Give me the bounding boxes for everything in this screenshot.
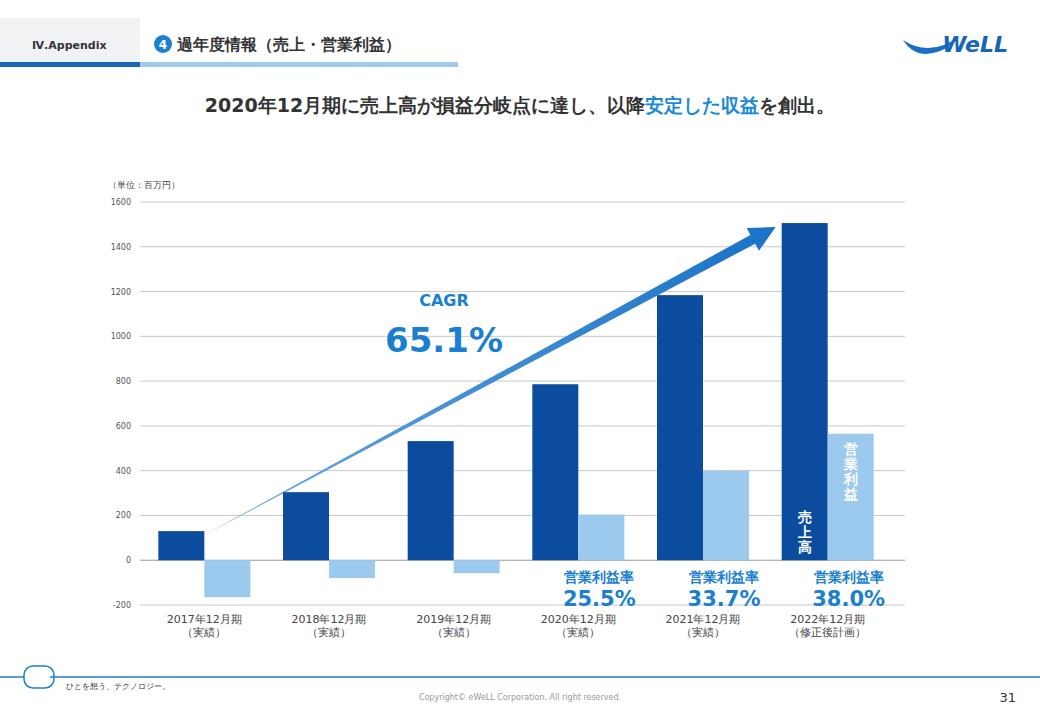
y-tick-label: 600 [116, 422, 131, 431]
bar [703, 471, 749, 561]
x-tick-line: （実績） [556, 626, 600, 639]
x-tick-line: 2019年12月期 [416, 613, 491, 626]
footer-copyright: Copyright© eWeLL Corporation. All right … [419, 693, 621, 702]
x-tick-label: 2022年12月期（修正後計画） [789, 613, 866, 639]
bar [657, 295, 703, 560]
footer-tagline: ひとを想う、テクノロジー。 [66, 682, 170, 691]
y-tick-label: -200 [113, 601, 131, 610]
headline-highlight: 安定した収益 [645, 94, 759, 116]
footer-icon [24, 666, 54, 688]
x-tick-line: （実績） [681, 626, 725, 639]
section-badge [154, 35, 172, 53]
x-tick-line: 2022年12月期 [790, 613, 865, 626]
section-label: Ⅳ.Appendix [32, 39, 107, 52]
bar [532, 384, 578, 560]
bar [454, 560, 500, 573]
grid [140, 202, 905, 605]
series-label-char: 上 [797, 524, 812, 540]
bar [329, 560, 375, 578]
margin-value: 33.7% [688, 587, 761, 611]
headline-text: を創出。 [759, 94, 835, 116]
section-title: 過年度情報（売上・営業利益） [176, 35, 401, 54]
series-label: 売上高 [797, 509, 812, 555]
x-tick-label: 2017年12月期（実績） [167, 613, 242, 639]
bar [578, 515, 624, 561]
unit-label: （単位：百万円） [108, 180, 180, 190]
series-label: 営業利益 [843, 441, 858, 502]
y-tick-label: 800 [116, 377, 131, 386]
x-tick-line: 2020年12月期 [541, 613, 616, 626]
y-tick-label: 1600 [111, 198, 131, 207]
bar [158, 531, 204, 560]
x-tick-line: （実績） [182, 626, 226, 639]
cagr-title: CAGR [419, 291, 469, 310]
header-bg [0, 18, 140, 62]
y-tick-label: 1400 [111, 243, 131, 252]
grid-line [140, 202, 905, 203]
x-tick-label: 2019年12月期（実績） [416, 613, 491, 639]
y-tick-label: 1200 [111, 288, 131, 297]
x-tick-label: 2020年12月期（実績） [541, 613, 616, 639]
x-tick-line: 2021年12月期 [666, 613, 741, 626]
y-tick-label: 200 [116, 511, 131, 520]
bars [158, 223, 873, 597]
x-tick-line: （実績） [432, 626, 476, 639]
header-bar-light [140, 62, 458, 67]
series-label-char: 売 [798, 509, 812, 525]
cagr-value: 65.1% [385, 320, 503, 360]
x-tick-line: （修正後計画） [789, 626, 866, 639]
margin-title: 営業利益率 [564, 569, 634, 585]
footer-line [50, 676, 1040, 678]
series-label-char: 益 [843, 486, 858, 502]
page: Ⅳ.Appendix 4 過年度情報（売上・営業利益） WeLL 2020年12月期に売… [0, 0, 1040, 722]
bar [782, 223, 828, 560]
page-number: 31 [999, 690, 1016, 705]
header-bar-dark [0, 62, 140, 67]
slide: Ⅳ.Appendix 4 過年度情報（売上・営業利益） WeLL 2020年12月期に売… [0, 0, 1040, 722]
margin-value: 38.0% [812, 587, 885, 611]
headline-text: 2020年12月期に売上高が損益分岐点に達し、以降 [205, 94, 646, 116]
bar [204, 560, 250, 597]
series-label-char: 業 [843, 456, 858, 472]
footer-line [0, 676, 24, 678]
x-tick-label: 2021年12月期（実績） [666, 613, 741, 639]
x-tick-label: 2018年12月期（実績） [292, 613, 367, 639]
grid-line [140, 605, 905, 606]
headline: 2020年12月期に売上高が損益分岐点に達し、以降安定した収益を創出。 [205, 94, 835, 116]
bar [828, 434, 874, 560]
logo: WeLL [942, 32, 1008, 57]
margin-title: 営業利益率 [689, 569, 759, 585]
x-tick-line: 2017年12月期 [167, 613, 242, 626]
section-number: 4 [159, 38, 167, 52]
bar [283, 492, 329, 560]
bar [408, 441, 454, 560]
x-tick-line: （実績） [307, 626, 351, 639]
series-label-char: 利 [843, 471, 858, 487]
margin-value: 25.5% [563, 587, 636, 611]
y-tick-label: 400 [116, 467, 131, 476]
series-label-char: 営 [844, 441, 858, 457]
series-label-char: 高 [798, 539, 812, 555]
y-tick-label: 0 [126, 556, 131, 565]
y-tick-label: 1000 [111, 332, 131, 341]
margin-title: 営業利益率 [814, 569, 884, 585]
x-tick-line: 2018年12月期 [292, 613, 367, 626]
